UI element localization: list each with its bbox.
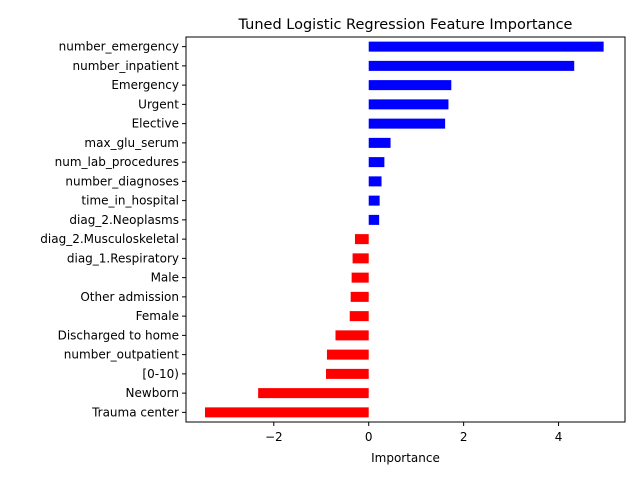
bar [350, 291, 369, 302]
bar [368, 41, 604, 52]
bars-group [204, 41, 604, 418]
x-tick-label: −2 [265, 430, 283, 444]
y-tick-label: Male [151, 271, 179, 285]
bar [335, 330, 369, 341]
x-tick-label: 4 [555, 430, 563, 444]
x-axis-ticks: −2 0 2 4 [265, 422, 562, 444]
chart-title: Tuned Logistic Regression Feature Import… [238, 17, 573, 33]
bar [368, 157, 385, 168]
y-tick-label: Discharged to home [58, 328, 179, 342]
y-tick-label: num_lab_procedures [55, 155, 179, 169]
y-tick-label: Female [136, 309, 179, 323]
bar [204, 407, 369, 418]
y-tick-label: max_glu_serum [84, 136, 179, 150]
y-tick-label: Trauma center [91, 405, 179, 419]
bar [349, 311, 369, 322]
y-tick-label: Urgent [138, 97, 179, 111]
bar [351, 272, 369, 283]
bar [368, 214, 380, 225]
bar [368, 60, 575, 71]
y-tick-label: number_inpatient [73, 59, 180, 73]
y-tick-label: Elective [132, 117, 179, 131]
bar [326, 349, 369, 360]
bar [354, 234, 369, 245]
bar [352, 253, 369, 264]
y-tick-label: number_emergency [59, 40, 179, 54]
y-tick-label: Newborn [126, 386, 179, 400]
bar [326, 368, 369, 379]
y-tick-label: Other admission [80, 290, 179, 304]
plot-frame [185, 36, 626, 423]
bar [368, 99, 449, 110]
x-tick-label: 0 [365, 430, 373, 444]
bar [368, 176, 382, 187]
bar [368, 195, 380, 206]
y-tick-label: Emergency [111, 78, 179, 92]
x-axis-label: Importance [371, 451, 440, 465]
bar [368, 80, 452, 91]
y-tick-label: time_in_hospital [81, 194, 179, 208]
y-tick-label: diag_2.Neoplasms [69, 213, 179, 227]
bar [368, 137, 391, 148]
x-tick-label: 2 [460, 430, 468, 444]
bar [368, 118, 446, 129]
y-tick-label: diag_1.Respiratory [67, 251, 179, 265]
y-tick-label: diag_2.Musculoskeletal [40, 232, 179, 246]
bar [258, 388, 369, 399]
y-tick-label: number_outpatient [64, 348, 179, 362]
y-tick-label: number_diagnoses [65, 174, 179, 188]
y-tick-label: [0-10) [142, 367, 179, 381]
y-axis-ticks: number_emergency number_inpatient Emergenc… [40, 40, 186, 419]
